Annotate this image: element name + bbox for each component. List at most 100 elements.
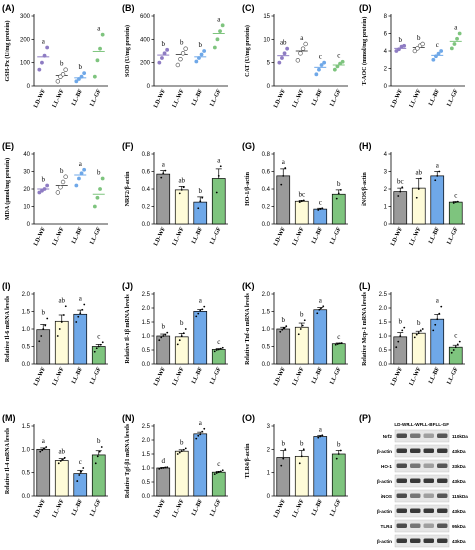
x-category-label: LL-BF	[191, 226, 204, 245]
significance-letter: a	[199, 419, 203, 427]
blot-membrane	[394, 519, 450, 533]
significance-letter: bc	[298, 190, 305, 198]
data-point	[280, 183, 283, 186]
y-tick-label: 0.5	[22, 345, 31, 351]
blot-membrane	[394, 504, 450, 518]
data-point	[434, 179, 437, 182]
panel-label: (G)	[242, 141, 255, 151]
y-tick-label: 2.0	[262, 292, 271, 298]
data-point	[62, 314, 65, 316]
y-tick-label: 30	[23, 170, 30, 176]
blot-protein-label: Nrf2	[383, 434, 393, 439]
data-point	[180, 188, 183, 191]
data-point	[60, 179, 66, 185]
chart-panel: (G)HO-1/β-actin0.00.20.40.60.8aLD-WFbcLL…	[242, 141, 348, 247]
significance-letter: a	[97, 25, 101, 33]
data-point	[300, 200, 303, 203]
bar	[448, 346, 463, 365]
y-axis-label: CAT (U/mg protein)	[244, 25, 251, 77]
chart-panel: (I) Relative Il-6 mRNA levels 0.0 0.5 1.0 1.5…	[2, 281, 108, 387]
data-point	[215, 349, 218, 351]
y-tick-label: 1.0	[142, 334, 151, 340]
data-point	[280, 56, 284, 60]
panel-label: (P)	[359, 413, 371, 423]
y-tick-label: 0	[27, 222, 31, 228]
data-point	[449, 46, 454, 51]
y-tick-label: 100	[20, 61, 31, 67]
data-point	[340, 59, 345, 64]
data-point	[79, 312, 82, 315]
y-tick-label: 1.5	[262, 310, 271, 316]
x-category-label: LL-WF	[292, 366, 306, 387]
significance-letter: a	[217, 15, 221, 23]
data-point	[322, 305, 325, 308]
significance-letter: a	[319, 296, 323, 304]
blot-size-label: 43kDa	[452, 539, 466, 544]
bar	[430, 175, 445, 225]
significance-letter: a	[42, 437, 46, 445]
y-tick-label: 0	[384, 84, 388, 90]
data-point	[282, 174, 285, 177]
significance-letter: b	[300, 310, 304, 318]
data-point	[284, 167, 287, 169]
bar	[193, 311, 208, 365]
blot-lane-header: LL-BF	[422, 422, 435, 427]
data-point	[55, 79, 61, 84]
data-point	[436, 174, 439, 177]
data-point	[338, 342, 341, 345]
data-point	[295, 58, 301, 63]
significance-letter: b	[337, 441, 341, 449]
y-tick-label: 0.0	[142, 362, 151, 368]
significance-letter: a	[217, 156, 221, 164]
x-category-label: LD-WF	[153, 366, 167, 387]
data-point	[157, 60, 162, 65]
data-point	[303, 319, 306, 322]
blot-band	[437, 508, 448, 513]
y-tick-label: 0.5	[142, 480, 151, 486]
bar	[91, 454, 106, 497]
data-point	[285, 46, 290, 51]
data-point	[321, 434, 324, 437]
data-point	[81, 308, 84, 311]
significance-letter: a	[300, 34, 304, 42]
data-point	[335, 457, 338, 460]
panel-label: (J)	[122, 281, 133, 291]
data-point	[314, 72, 319, 77]
blot-band	[410, 523, 421, 528]
significance-letter: a	[454, 24, 458, 32]
bar	[211, 178, 226, 225]
blot-band	[423, 538, 434, 543]
bar	[313, 436, 328, 497]
y-tick-label: 1.0	[262, 327, 271, 333]
x-category-label: LL-WF	[292, 498, 306, 519]
data-point	[61, 458, 64, 461]
blot-membrane	[394, 474, 450, 488]
blot-band	[423, 493, 434, 498]
data-point	[279, 330, 282, 333]
bar	[331, 453, 346, 497]
x-category-label: LL-GF	[209, 498, 222, 517]
data-point	[178, 339, 181, 342]
y-tick-label: 10	[23, 205, 30, 211]
bar	[294, 326, 309, 365]
x-category-label: LD-WF	[390, 88, 404, 109]
blot-band	[423, 478, 434, 483]
blot-membrane	[394, 459, 450, 473]
data-point	[164, 333, 167, 336]
x-category-label: LL-BF	[71, 366, 84, 385]
data-point	[160, 56, 164, 60]
data-point	[298, 51, 303, 56]
y-tick-label: 0.0	[142, 222, 151, 228]
data-point	[95, 58, 100, 63]
significance-letter: b	[417, 319, 421, 327]
data-point	[217, 471, 220, 474]
y-axis-label: MDA (µmol/mg protein)	[4, 158, 11, 220]
data-point	[334, 343, 337, 346]
y-tick-label: 300	[20, 14, 31, 20]
panel-label: (B)	[122, 3, 135, 13]
data-point	[202, 49, 207, 53]
significance-letter: a	[319, 425, 323, 433]
data-point	[452, 349, 455, 351]
significance-letter: bc	[397, 177, 404, 185]
blot-band	[396, 508, 407, 513]
